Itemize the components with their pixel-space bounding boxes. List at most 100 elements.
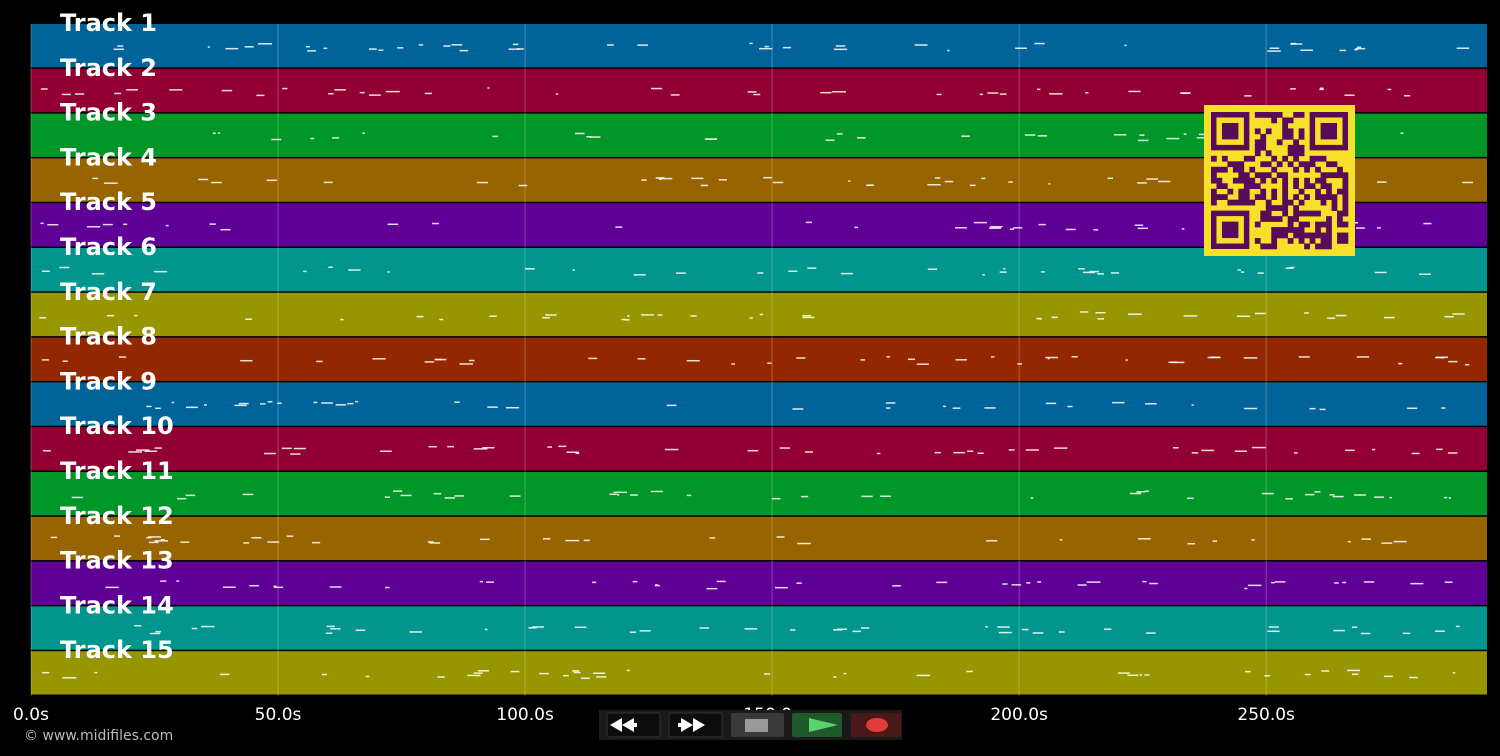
note — [234, 404, 247, 407]
qr-module — [1315, 155, 1321, 162]
forward-button[interactable] — [668, 712, 723, 738]
note — [1447, 452, 1458, 454]
note — [1354, 494, 1366, 496]
qr-module — [1271, 216, 1278, 222]
qr-module — [1221, 155, 1228, 162]
notes — [39, 42, 1473, 680]
note — [990, 225, 1003, 228]
note — [1455, 625, 1460, 628]
qr-module — [1331, 161, 1338, 168]
note — [1124, 44, 1127, 47]
note — [801, 495, 809, 498]
qr-module — [1271, 112, 1278, 118]
note — [307, 50, 317, 52]
qr-module — [1238, 194, 1245, 200]
qr-module — [1342, 194, 1349, 200]
note — [892, 585, 901, 587]
note — [467, 674, 481, 677]
note — [209, 223, 216, 225]
note — [50, 536, 58, 539]
note — [144, 450, 158, 452]
note — [1145, 403, 1157, 405]
qr-module — [1298, 161, 1305, 168]
note — [1294, 452, 1298, 454]
qr-module — [1320, 177, 1327, 184]
note — [545, 314, 557, 316]
note — [146, 536, 152, 539]
note — [660, 177, 673, 180]
note — [955, 227, 967, 229]
note — [1051, 316, 1058, 319]
qr-module — [1337, 210, 1343, 217]
note — [1376, 227, 1381, 229]
note — [323, 181, 333, 184]
note — [165, 224, 169, 227]
note — [543, 538, 551, 540]
note — [1327, 317, 1336, 319]
qr-module — [1238, 172, 1245, 179]
qr-module — [1216, 166, 1223, 173]
qr-module — [1326, 194, 1332, 200]
track-lane — [31, 472, 1487, 516]
note — [243, 542, 250, 544]
note — [290, 453, 301, 455]
note — [985, 626, 988, 628]
track-label: Track 8 — [60, 323, 157, 351]
note — [1304, 312, 1309, 314]
qr-module — [1304, 161, 1310, 168]
qr-module — [1271, 194, 1278, 200]
qr-module — [1265, 161, 1272, 168]
qr-module — [1211, 155, 1217, 162]
note — [1183, 315, 1198, 317]
note — [848, 180, 851, 182]
track-lane — [31, 337, 1487, 381]
note — [833, 676, 837, 678]
qr-module — [1227, 161, 1234, 168]
note — [459, 363, 473, 365]
qr-module — [1232, 166, 1239, 173]
note — [764, 673, 771, 675]
note — [387, 271, 390, 273]
transport-controls — [599, 710, 902, 740]
note — [802, 316, 815, 319]
note — [1383, 316, 1395, 319]
note — [1351, 673, 1359, 675]
note — [861, 495, 873, 498]
track-lane — [31, 292, 1487, 337]
note — [1040, 271, 1046, 273]
qr-module — [1238, 199, 1245, 206]
note — [40, 88, 48, 90]
note — [171, 401, 175, 404]
qr-module — [1282, 188, 1289, 195]
note — [927, 183, 941, 186]
note — [1244, 407, 1258, 410]
note — [574, 626, 587, 629]
note — [1321, 670, 1330, 672]
note — [1134, 224, 1144, 226]
note — [1381, 542, 1393, 544]
note — [1290, 88, 1296, 90]
qr-module — [1271, 227, 1278, 233]
note — [788, 270, 798, 273]
qr-module — [1315, 177, 1321, 184]
note — [1285, 498, 1293, 500]
qr-module — [1326, 232, 1332, 239]
note — [655, 584, 658, 586]
record-button[interactable] — [851, 713, 901, 737]
note — [984, 407, 996, 409]
note — [274, 586, 284, 589]
qr-module — [1260, 243, 1267, 250]
note — [583, 539, 590, 542]
rewind-button[interactable] — [606, 712, 661, 738]
note — [242, 493, 254, 496]
qr-module — [1249, 177, 1256, 184]
stop-button[interactable] — [731, 713, 784, 737]
note — [805, 221, 812, 224]
note — [1071, 356, 1078, 358]
note — [1021, 628, 1029, 631]
note — [1142, 580, 1147, 583]
qr-module — [1260, 188, 1267, 195]
play-button[interactable] — [792, 713, 842, 737]
qr-module — [1276, 161, 1283, 168]
